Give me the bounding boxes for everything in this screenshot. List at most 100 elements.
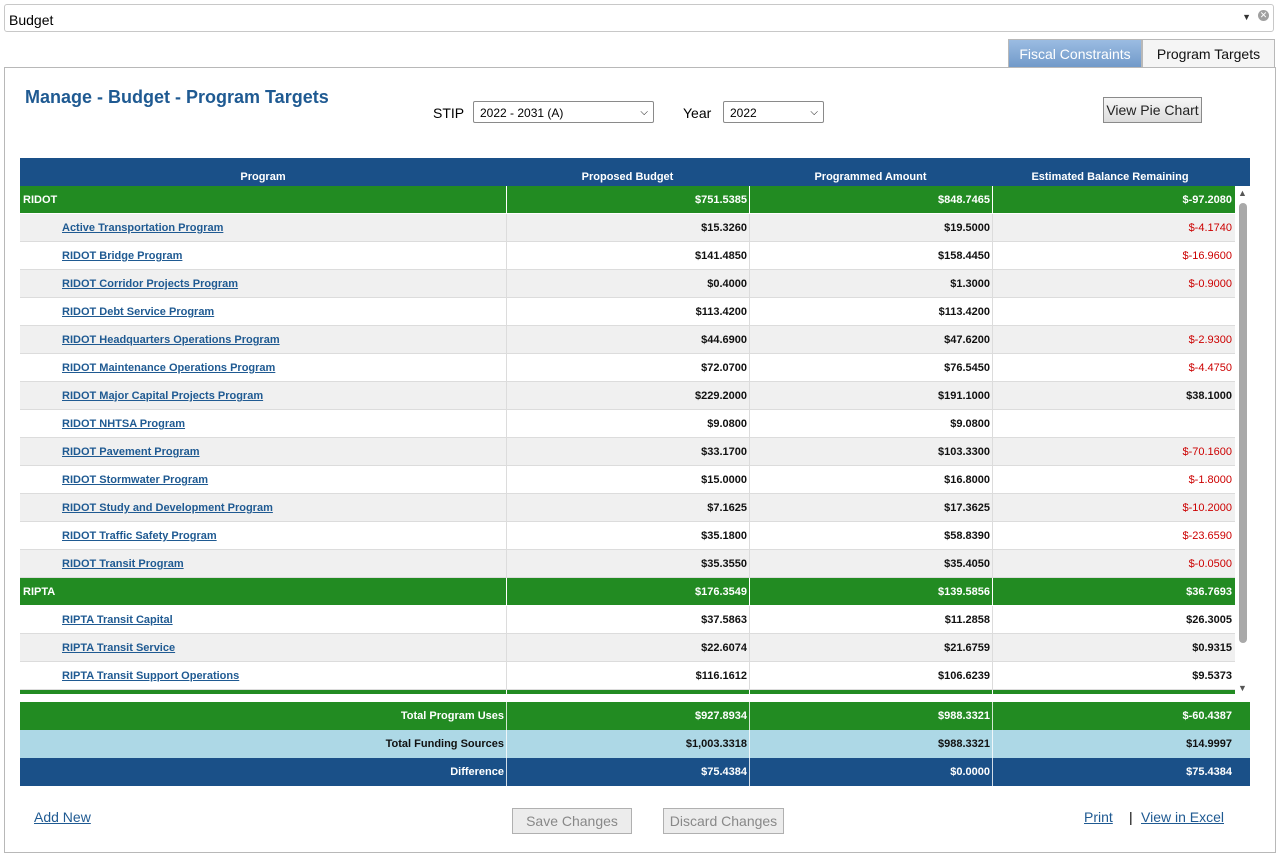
- chevron-down-icon: ⌵: [810, 107, 818, 118]
- budget-cell: $113.4200: [506, 298, 749, 326]
- group-name: RIDOT: [23, 194, 58, 206]
- program-link[interactable]: Active Transportation Program: [62, 222, 224, 234]
- summary-programmed: $988.3321: [749, 702, 992, 730]
- balance-cell: [992, 410, 1235, 438]
- table-row: RIDOT Stormwater Program $15.0000 $16.8000…: [20, 466, 1235, 494]
- year-select[interactable]: 2022 ⌵: [723, 101, 824, 123]
- balance-cell: $-16.9600: [992, 242, 1235, 270]
- column-header-proposed-budget[interactable]: Proposed Budget: [581, 171, 674, 183]
- programmed-cell: $139.5856: [749, 578, 992, 606]
- program-link[interactable]: RIDOT Pavement Program: [62, 446, 200, 458]
- table-row: RIDOT Corridor Projects Program $0.4000 $1…: [20, 270, 1235, 298]
- print-link[interactable]: Print: [1084, 809, 1113, 825]
- view-pie-chart-button[interactable]: View Pie Chart: [1103, 97, 1202, 123]
- programmed-cell: $848.7465: [749, 186, 992, 214]
- group-name: RIPTA: [23, 586, 56, 598]
- view-in-excel-link[interactable]: View in Excel: [1141, 809, 1225, 825]
- programmed-cell: $76.5450: [749, 354, 992, 382]
- program-link[interactable]: RIPTA Transit Support Operations: [62, 670, 240, 682]
- column-header-balance[interactable]: Estimated Balance Remaining: [1031, 171, 1189, 183]
- column-header-programmed-amount[interactable]: Programmed Amount: [814, 171, 927, 183]
- table-row: RIDOT NHTSA Program $9.0800 $9.0800: [20, 410, 1235, 438]
- summary-programmed: $0.0000: [749, 758, 992, 786]
- program-link[interactable]: RIDOT Transit Program: [62, 558, 184, 570]
- program-link[interactable]: RIPTA Transit Capital: [62, 614, 173, 626]
- program-link[interactable]: RIDOT Stormwater Program: [62, 474, 209, 486]
- year-select-value: 2022: [730, 106, 757, 120]
- balance-cell: $-0.0500: [992, 550, 1235, 578]
- footer-separator: |: [1129, 809, 1133, 825]
- table-row: RIDOT Debt Service Program $113.4200 $113.…: [20, 298, 1235, 326]
- budget-cell: $35.3550: [506, 550, 749, 578]
- budget-cell: $9.0800: [506, 410, 749, 438]
- programmed-cell: $19.5000: [749, 214, 992, 242]
- budget-cell: $15.0000: [506, 466, 749, 494]
- clear-icon[interactable]: ✕: [1258, 10, 1269, 21]
- summary-label: Total Funding Sources: [385, 738, 504, 750]
- program-cell: RIDOT NHTSA Program: [20, 410, 506, 438]
- balance-cell: $26.3005: [992, 606, 1235, 634]
- balance-cell: $36.7693: [992, 578, 1235, 606]
- save-changes-button[interactable]: Save Changes: [512, 808, 632, 834]
- program-cell: RIDOT Transit Program: [20, 550, 506, 578]
- budget-cell: $33.1700: [506, 438, 749, 466]
- program-link[interactable]: RIDOT Bridge Program: [62, 250, 183, 262]
- programmed-cell: $35.4050: [749, 550, 992, 578]
- chevron-down-icon[interactable]: ▼: [1242, 12, 1251, 22]
- balance-cell: $38.1000: [992, 382, 1235, 410]
- stip-select[interactable]: 2022 - 2031 (A) ⌵: [473, 101, 654, 123]
- table-body: RIDOT $751.5385 $848.7465 $-97.2080 Active T…: [20, 186, 1235, 694]
- main-panel: Manage - Budget - Program Targets STIP 2…: [4, 67, 1276, 853]
- program-link[interactable]: RIDOT Major Capital Projects Program: [62, 390, 264, 402]
- summary-budget: $927.8934: [506, 702, 749, 730]
- programmed-cell: $47.6200: [749, 326, 992, 354]
- tab-program-targets[interactable]: Program Targets: [1142, 39, 1275, 68]
- program-link[interactable]: RIDOT Traffic Safety Program: [62, 530, 217, 542]
- program-link[interactable]: RIDOT Corridor Projects Program: [62, 278, 239, 290]
- discard-changes-button[interactable]: Discard Changes: [663, 808, 784, 834]
- program-cell: RIDOT Major Capital Projects Program: [20, 382, 506, 410]
- module-select-value: Budget: [9, 12, 54, 28]
- scroll-down-icon[interactable]: ▼: [1238, 683, 1247, 693]
- program-link[interactable]: RIDOT Debt Service Program: [62, 306, 215, 318]
- program-link[interactable]: RIDOT Maintenance Operations Program: [62, 362, 276, 374]
- balance-cell: $-1.8000: [992, 466, 1235, 494]
- program-link[interactable]: RIDOT Headquarters Operations Program: [62, 334, 280, 346]
- program-link[interactable]: RIPTA Transit Service: [62, 642, 176, 654]
- budget-cell: $176.3549: [506, 578, 749, 606]
- scroll-up-icon[interactable]: ▲: [1238, 188, 1247, 198]
- budget-cell: [506, 690, 749, 694]
- tab-fiscal-constraints[interactable]: Fiscal Constraints: [1008, 39, 1142, 68]
- programmed-cell: $11.2858: [749, 606, 992, 634]
- page-title: Manage - Budget - Program Targets: [25, 87, 329, 107]
- budget-cell: $0.4000: [506, 270, 749, 298]
- programmed-cell: $103.3300: [749, 438, 992, 466]
- budget-cell: $44.6900: [506, 326, 749, 354]
- summary-budget: $1,003.3318: [506, 730, 749, 758]
- module-select[interactable]: Budget ▼ ✕: [4, 4, 1274, 32]
- summary-programmed: $988.3321: [749, 730, 992, 758]
- budget-cell: $22.6074: [506, 634, 749, 662]
- budget-cell: $15.3260: [506, 214, 749, 242]
- budget-cell: $229.2000: [506, 382, 749, 410]
- program-link[interactable]: RIDOT Study and Development Program: [62, 502, 273, 514]
- summary-balance: $75.4384: [992, 758, 1250, 786]
- programmed-cell: $21.6759: [749, 634, 992, 662]
- table-row: RIDOT Transit Program $35.3550 $35.4050 $-0…: [20, 550, 1235, 578]
- budget-cell: $7.1625: [506, 494, 749, 522]
- program-link[interactable]: RIDOT NHTSA Program: [62, 418, 186, 430]
- table-row: RIPTA Transit Capital $37.5863 $11.2858 $26…: [20, 606, 1235, 634]
- balance-cell: $9.5373: [992, 662, 1235, 690]
- column-header-program[interactable]: Program: [240, 171, 286, 183]
- summary-label: Total Program Uses: [400, 710, 504, 722]
- program-cell: Active Transportation Program: [20, 214, 506, 242]
- add-new-link[interactable]: Add New: [34, 809, 91, 825]
- summary-row-funding-sources: Total Funding Sources $1,003.3318 $988.3…: [20, 730, 1250, 758]
- programmed-cell: $113.4200: [749, 298, 992, 326]
- year-label: Year: [683, 105, 712, 121]
- table-scrollbar[interactable]: ▲ ▼: [1236, 186, 1250, 694]
- balance-cell: $-4.4750: [992, 354, 1235, 382]
- table-row: RIDOT Major Capital Projects Program $229…: [20, 382, 1235, 410]
- scroll-thumb[interactable]: [1239, 203, 1247, 643]
- summary-balance: $14.9997: [992, 730, 1250, 758]
